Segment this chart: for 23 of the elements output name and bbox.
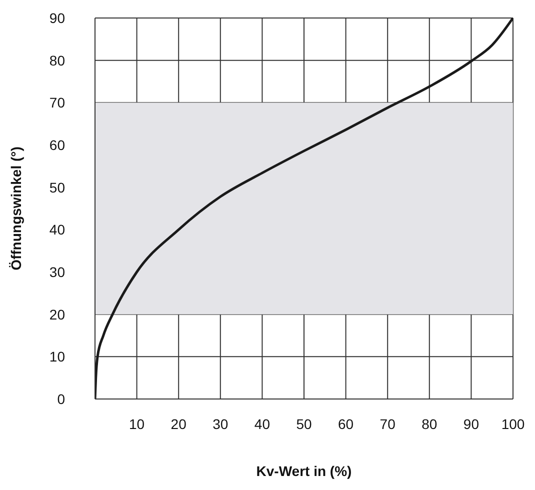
y-tick-label: 70 (49, 94, 66, 111)
y-tick-label: 10 (49, 348, 66, 365)
x-tick-label: 30 (212, 416, 228, 432)
y-tick-label: 30 (49, 264, 66, 280)
x-tick-label: 90 (463, 416, 480, 432)
x-tick-label: 40 (254, 416, 270, 432)
y-axis-title: Öffnungswinkel (°) (8, 146, 24, 270)
x-tick-label: 80 (422, 416, 438, 432)
y-tick-label: 0 (57, 390, 66, 407)
x-tick-label: 20 (170, 416, 187, 432)
x-tick-label: 50 (296, 416, 312, 432)
y-tick-label: 50 (49, 179, 66, 196)
x-tick-label: 100 (501, 416, 525, 432)
y-tick-label: 60 (49, 136, 66, 153)
line-series (95, 18, 513, 399)
y-tick-label: 90 (49, 10, 66, 26)
x-tick-label: 10 (129, 416, 145, 432)
x-tick-label: 60 (338, 416, 354, 432)
y-tick-label: 80 (49, 52, 66, 68)
x-tick-label: 70 (380, 416, 396, 432)
y-tick-label: 40 (49, 222, 66, 238)
x-axis-title: Kv-Wert in (%) (256, 463, 352, 479)
y-tick-label: 20 (49, 306, 66, 322)
